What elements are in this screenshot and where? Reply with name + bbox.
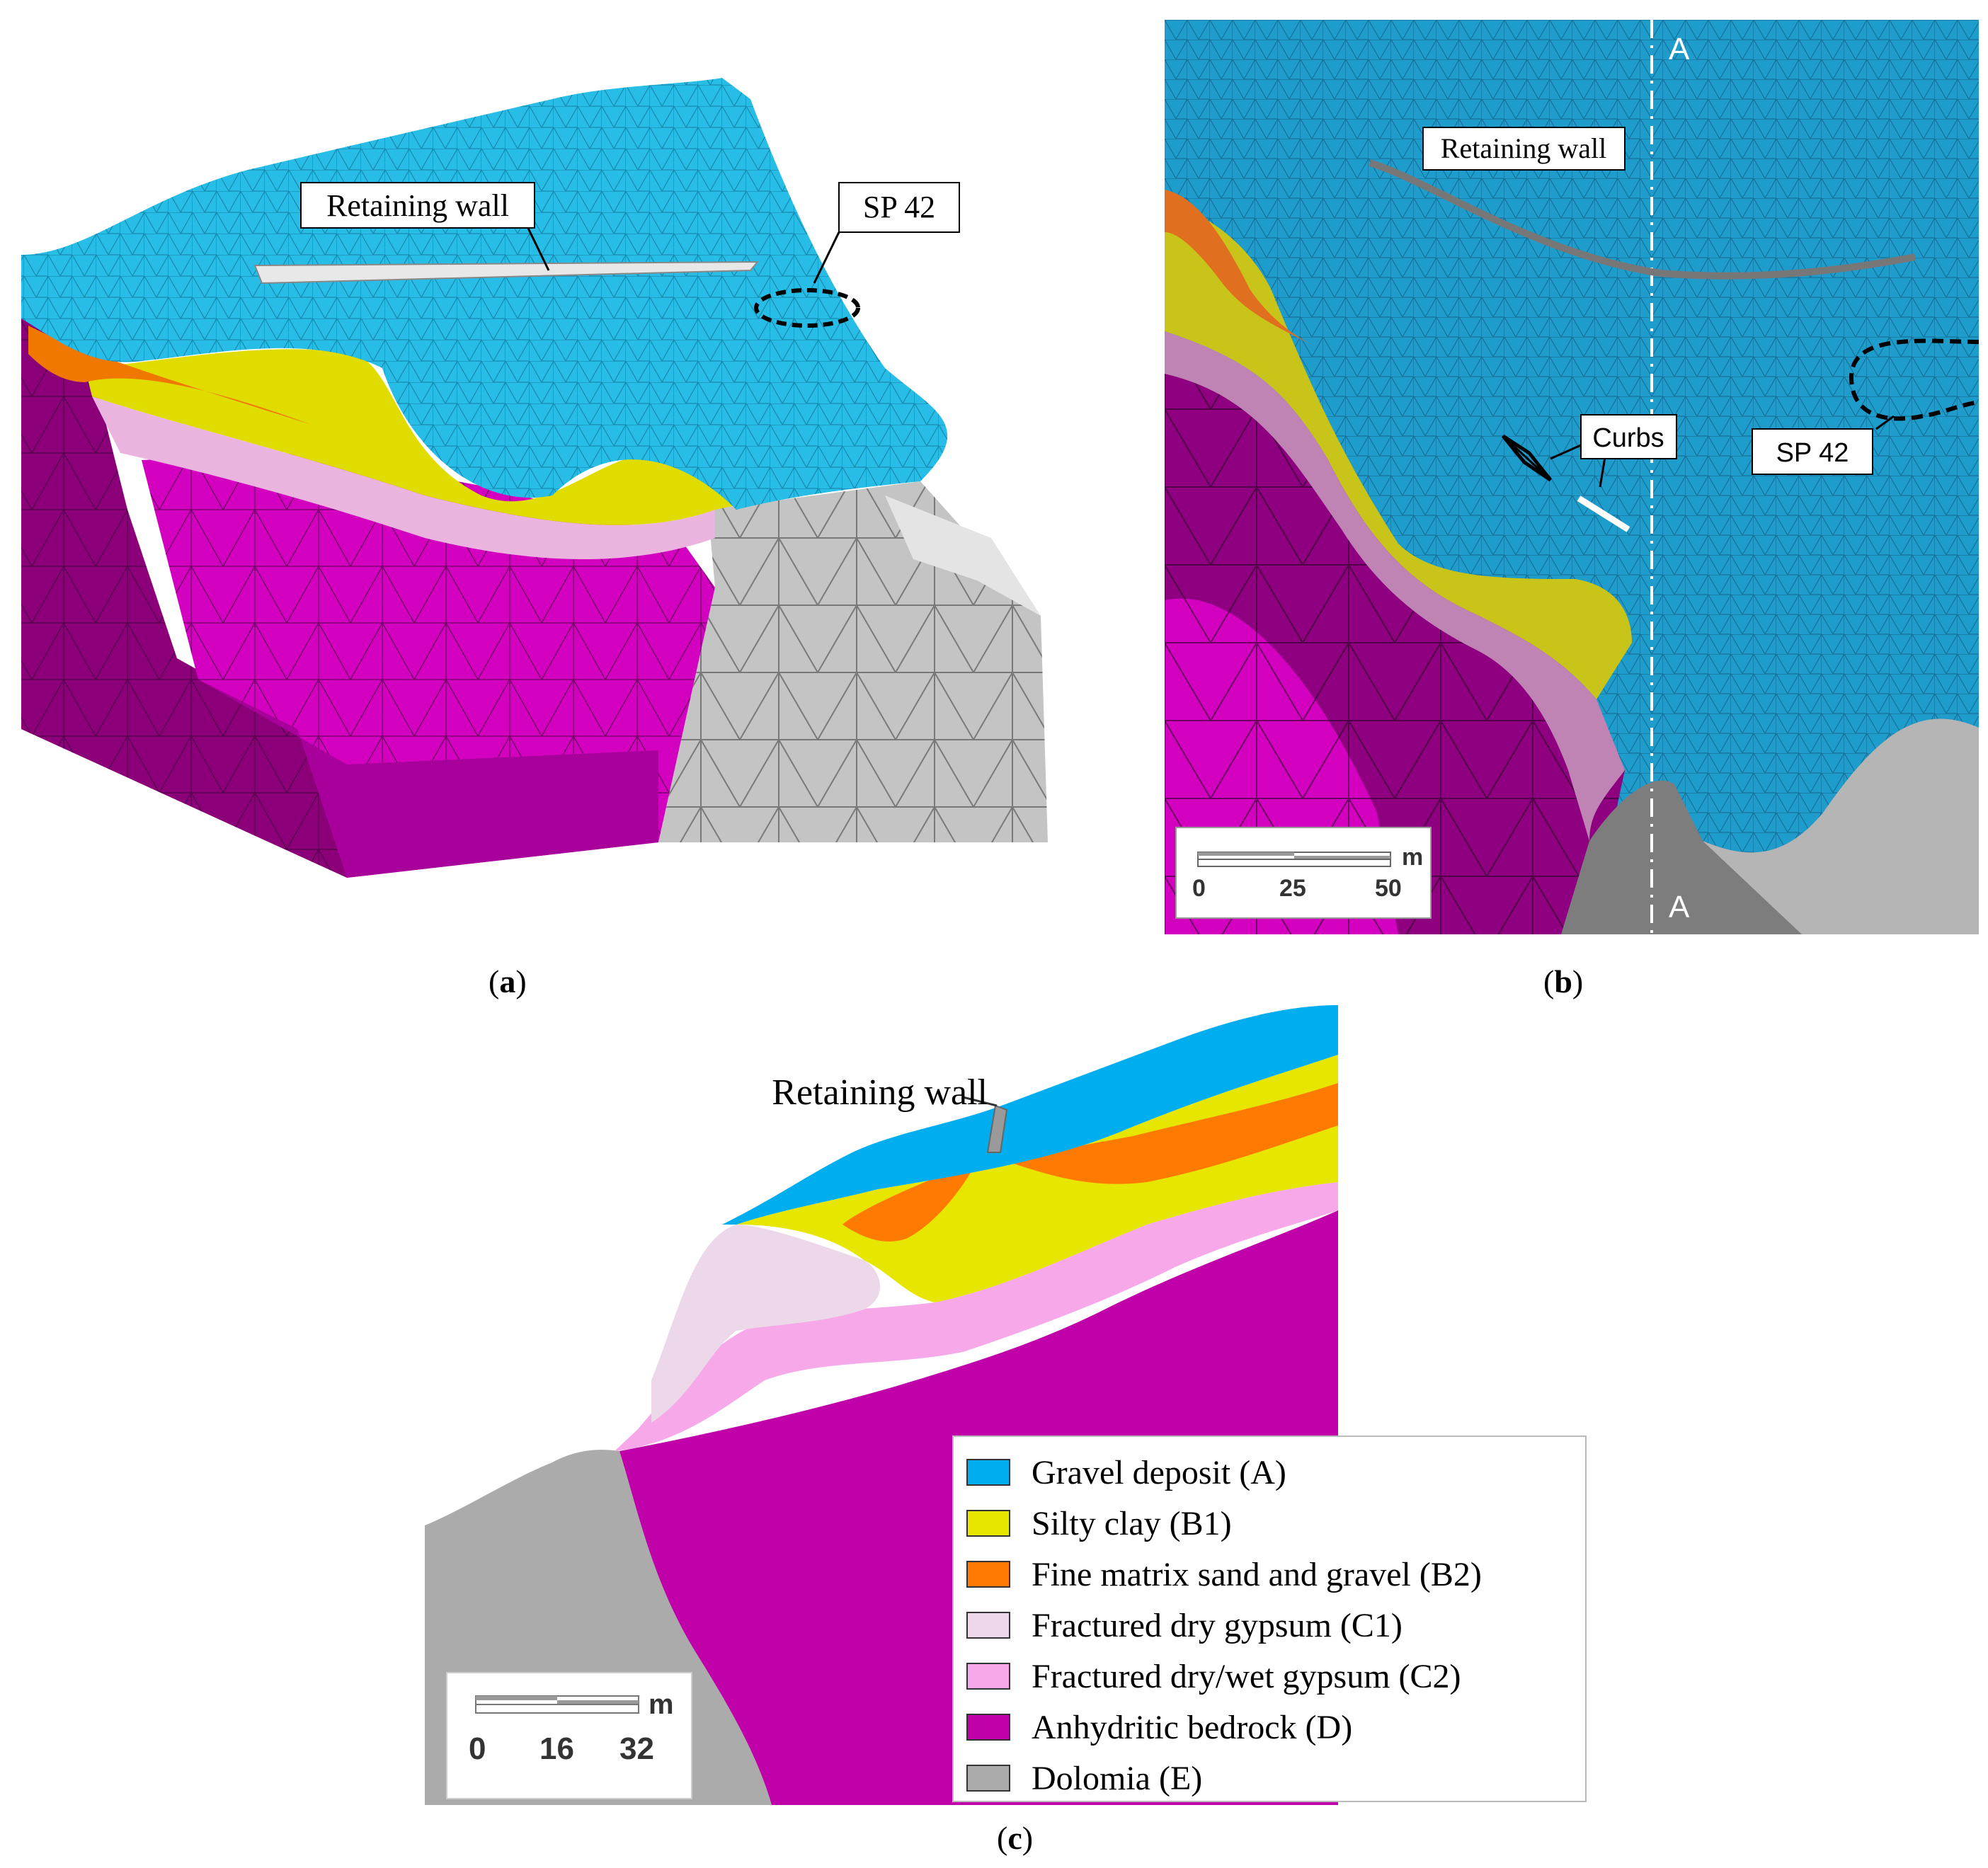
scalebar-c-tick-0: 0 bbox=[469, 1731, 486, 1766]
scalebar-c: 0 16 32 m bbox=[446, 1672, 692, 1799]
legend-swatch bbox=[966, 1714, 1010, 1741]
legend-label: Dolomia (E) bbox=[1032, 1759, 1203, 1797]
legend-swatch bbox=[966, 1765, 1010, 1792]
section-label-top: A bbox=[1669, 32, 1690, 67]
layer-sand-gravel-lower bbox=[842, 1161, 977, 1242]
retaining-wall-section bbox=[986, 1104, 1008, 1153]
label-retaining-wall-a: Retaining wall bbox=[326, 188, 509, 223]
label-sp42-a: SP 42 bbox=[863, 190, 935, 224]
gypsum-band bbox=[92, 396, 715, 559]
legend: Gravel deposit (A) Silty clay (B1) Fine … bbox=[952, 1436, 1587, 1802]
legend-swatch bbox=[966, 1510, 1010, 1537]
label-retaining-wall-c: Retaining wall bbox=[772, 1072, 988, 1113]
caption-b: (b) bbox=[1543, 963, 1584, 999]
legend-label: Gravel deposit (A) bbox=[1032, 1453, 1286, 1491]
caption-c: (c) bbox=[997, 1820, 1034, 1856]
legend-label: Anhydritic bedrock (D) bbox=[1032, 1708, 1353, 1746]
panel-a-3d-model: Retaining wall SP 42 bbox=[0, 0, 1104, 920]
retaining-wall-3d bbox=[253, 260, 760, 285]
label-retaining-wall-b: Retaining wall bbox=[1441, 132, 1606, 164]
scalebar-b-tick-0: 0 bbox=[1192, 875, 1206, 902]
legend-swatch bbox=[966, 1459, 1010, 1486]
section-label-bottom: A bbox=[1669, 890, 1690, 924]
gypsum-plan bbox=[1165, 331, 1625, 841]
layer-c2-gypsum bbox=[615, 1182, 1338, 1451]
scalebar-b-tick-2: 50 bbox=[1375, 875, 1402, 902]
legend-item-sand-gravel: Fine matrix sand and gravel (B2) bbox=[966, 1549, 1585, 1600]
caption-a: (a) bbox=[489, 963, 527, 999]
scalebar-c-tick-2: 32 bbox=[619, 1731, 654, 1766]
legend-label: Fractured dry gypsum (C1) bbox=[1032, 1606, 1403, 1644]
retaining-wall-plan bbox=[1369, 159, 1916, 280]
sp42-outline-a bbox=[754, 288, 860, 328]
layer-sand-gravel-upper bbox=[1005, 1083, 1338, 1184]
legend-item-dry-gypsum: Fractured dry gypsum (C1) bbox=[966, 1600, 1585, 1651]
legend-swatch bbox=[966, 1561, 1010, 1588]
label-sp42-b: SP 42 bbox=[1776, 438, 1849, 468]
legend-swatch bbox=[966, 1612, 1010, 1639]
panel-b-plan-view: A A Retaining wall SP 42 Curbs bbox=[1165, 20, 1980, 934]
legend-item-silty-clay: Silty clay (B1) bbox=[966, 1498, 1585, 1549]
scalebar-b-unit: m bbox=[1402, 844, 1424, 871]
legend-item-bedrock: Anhydritic bedrock (D) bbox=[966, 1702, 1585, 1753]
legend-item-wet-gypsum: Fractured dry/wet gypsum (C2) bbox=[966, 1651, 1585, 1702]
legend-label: Fine matrix sand and gravel (B2) bbox=[1032, 1555, 1482, 1593]
scalebar-c-unit: m bbox=[649, 1689, 674, 1720]
scalebar-c-tick-1: 16 bbox=[539, 1731, 574, 1766]
layer-c1-gypsum bbox=[651, 1225, 881, 1423]
legend-item-gravel: Gravel deposit (A) bbox=[966, 1447, 1585, 1498]
legend-label: Silty clay (B1) bbox=[1032, 1504, 1232, 1542]
label-curbs: Curbs bbox=[1592, 423, 1664, 453]
curb-2 bbox=[1577, 495, 1630, 532]
legend-swatch bbox=[966, 1663, 1010, 1690]
layer-gravel-deposit bbox=[722, 1005, 1338, 1225]
scalebar-b: 0 25 50 m bbox=[1175, 827, 1432, 919]
sand-gravel-lens bbox=[28, 326, 312, 425]
silty-clay-band bbox=[85, 349, 752, 525]
scalebar-b-tick-1: 25 bbox=[1279, 875, 1306, 902]
legend-label: Fractured dry/wet gypsum (C2) bbox=[1032, 1657, 1461, 1695]
legend-item-dolomia: Dolomia (E) bbox=[966, 1753, 1585, 1804]
